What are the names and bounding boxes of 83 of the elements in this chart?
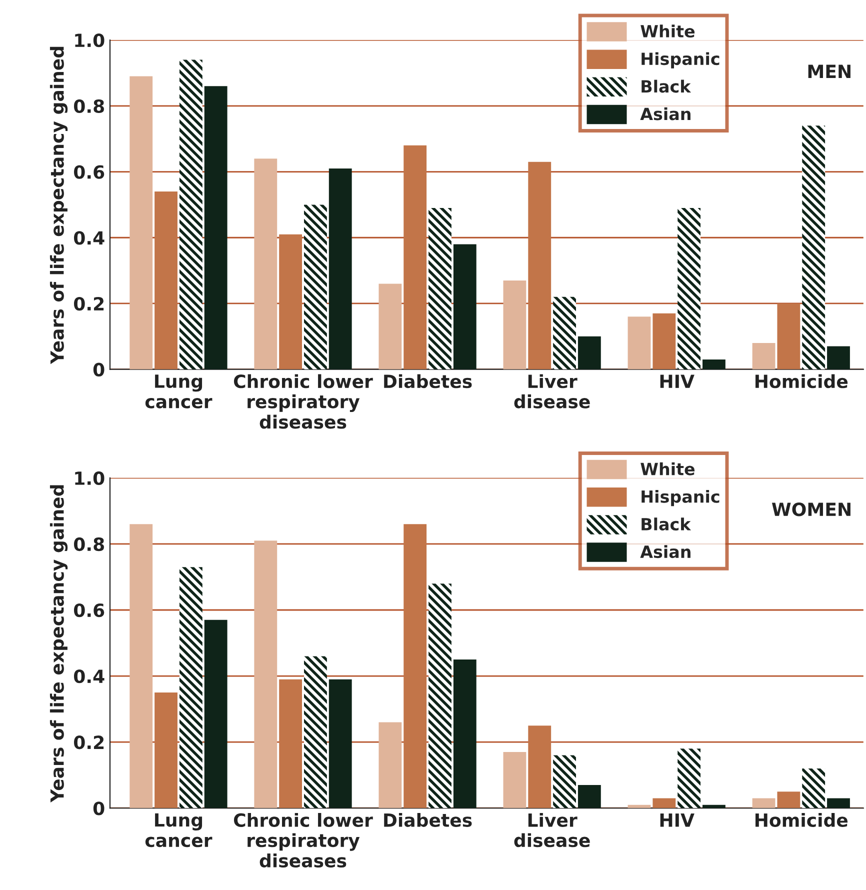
- bar: [378, 284, 402, 370]
- bar: [130, 524, 153, 808]
- bar: [428, 208, 452, 370]
- y-tick-label: 0.4: [74, 670, 104, 684]
- legend-label: Black: [642, 80, 692, 93]
- bar: [528, 726, 552, 808]
- bar: [328, 168, 352, 370]
- bar: [204, 620, 228, 808]
- bar: [453, 244, 476, 370]
- bar: [628, 316, 651, 370]
- bar: [304, 656, 327, 808]
- y-tick-label: 1.0: [75, 34, 104, 48]
- x-tick-label: HIV: [660, 374, 694, 388]
- bar: [503, 752, 526, 808]
- bar: [553, 755, 576, 808]
- bar: [254, 158, 278, 370]
- y-tick-label: 0.2: [74, 296, 104, 311]
- x-tick-label: Homicide: [756, 812, 848, 827]
- legend-label: White: [640, 24, 695, 38]
- x-tick-label: Liver disease: [514, 374, 590, 408]
- bar: [528, 162, 552, 370]
- x-tick-label: HIV: [660, 814, 694, 827]
- bar: [652, 313, 676, 370]
- bar: [777, 792, 800, 808]
- bar: [578, 336, 601, 370]
- bar: [752, 798, 776, 808]
- y-tick-label: 0: [93, 802, 104, 816]
- bar: [777, 303, 800, 370]
- x-tick-label: Liver disease: [514, 812, 590, 848]
- bar: [279, 679, 302, 808]
- y-tick-label: 0.6: [74, 603, 104, 618]
- bar: [154, 192, 178, 370]
- legend-label: Hispanic: [642, 490, 720, 506]
- x-tick-label: Lung cancer: [145, 374, 212, 408]
- bar: [802, 768, 826, 808]
- legend-label: Hispanic: [642, 52, 720, 68]
- bar: [179, 60, 202, 370]
- bar: [578, 785, 601, 808]
- bar: [652, 798, 676, 808]
- x-tick-label: Homicide: [756, 374, 848, 388]
- x-tick-label: Diabetes: [384, 374, 472, 388]
- bar: [827, 346, 850, 370]
- x-tick-label: Chronic lower respiratory diseases: [234, 374, 373, 429]
- bar: [702, 359, 726, 370]
- bar: [702, 804, 726, 808]
- bar: [404, 524, 427, 808]
- bar: [179, 567, 202, 808]
- legend-label: White: [640, 462, 695, 476]
- bar: [678, 748, 701, 808]
- bar: [130, 76, 153, 370]
- x-tick-label: Lung cancer: [145, 813, 212, 848]
- y-tick-label: 0.8: [74, 99, 104, 114]
- y-tick-label: 0.2: [74, 736, 104, 750]
- x-tick-label: Diabetes: [384, 812, 472, 827]
- annotation: WOMEN: [772, 502, 850, 516]
- legend-label: Asian: [640, 107, 690, 120]
- annotation: MEN: [808, 64, 850, 78]
- bar: [678, 208, 701, 370]
- bar: [503, 280, 526, 370]
- x-tick-label: Chronic lower respiratory diseases: [234, 812, 373, 868]
- bar: [304, 204, 327, 370]
- bar: [154, 692, 178, 808]
- legend-label: Black: [642, 518, 692, 530]
- bar: [378, 722, 402, 808]
- y-tick-label: 0.4: [74, 231, 104, 245]
- y-tick-label: 0.6: [74, 165, 104, 179]
- bar: [404, 145, 427, 370]
- bar: [827, 798, 850, 808]
- bar: [453, 660, 476, 808]
- bar: [428, 584, 452, 808]
- y-tick-label: 0: [93, 362, 104, 376]
- bar: [254, 540, 278, 808]
- y-axis-title: Years of life expectancy gained: [50, 46, 68, 364]
- bar: [204, 86, 228, 370]
- bar: [328, 679, 352, 808]
- bar: [553, 296, 576, 370]
- bar: [279, 234, 302, 370]
- bar: [752, 343, 776, 370]
- y-tick-label: 0.8: [74, 537, 104, 552]
- legend-label: Asian: [640, 545, 690, 558]
- bar: [802, 126, 826, 370]
- y-axis-title: Years of life expectancy gained: [50, 485, 68, 803]
- y-tick-label: 1.0: [75, 471, 104, 486]
